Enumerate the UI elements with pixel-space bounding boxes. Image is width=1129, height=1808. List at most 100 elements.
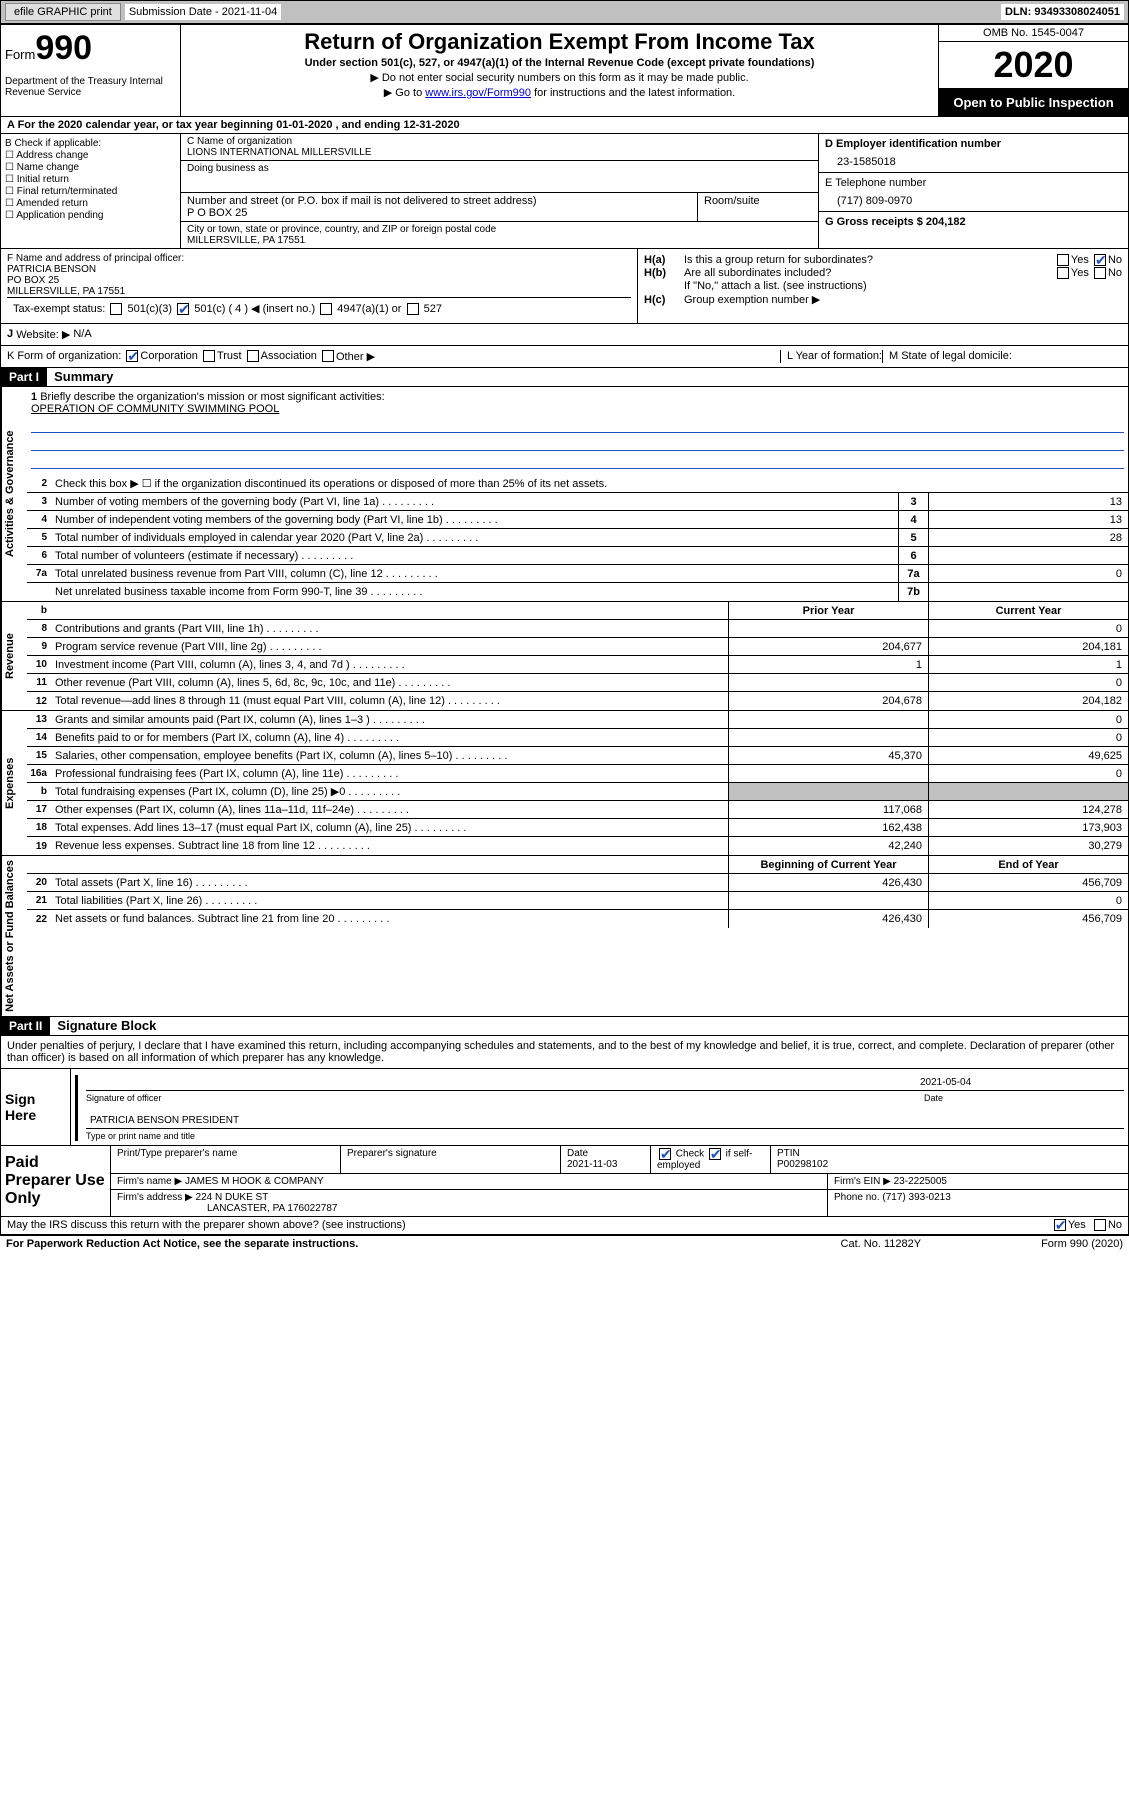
chk-final[interactable]: ☐ Final return/terminated — [5, 186, 176, 197]
chk-name[interactable]: ☐ Name change — [5, 162, 176, 173]
firm-name-label: Firm's name ▶ — [117, 1176, 182, 1187]
m-state-domicile: M State of legal domicile: — [882, 350, 1122, 363]
gross-receipts: G Gross receipts $ 204,182 — [825, 216, 1122, 228]
col-d-ein: D Employer identification number 23-1585… — [818, 134, 1128, 248]
street-value: P O BOX 25 — [187, 207, 691, 219]
type-name-label: Type or print name and title — [86, 1131, 1124, 1141]
org-name-label: C Name of organization — [187, 136, 812, 147]
dba-label: Doing business as — [187, 163, 812, 174]
part1-title: Summary — [50, 369, 113, 384]
part1-header: Part I Summary — [1, 368, 1128, 387]
hb-text: Are all subordinates included? — [684, 267, 1055, 279]
phone-label: Phone no. — [834, 1192, 880, 1203]
tax-status-row: Tax-exempt status: 501(c)(3) 501(c) ( 4 … — [7, 297, 631, 319]
q2-text: Check this box ▶ ☐ if the organization d… — [51, 475, 1128, 492]
chk-corp[interactable] — [126, 350, 138, 362]
check-self-employed[interactable] — [657, 1149, 673, 1160]
hb-label: H(b) — [644, 267, 684, 279]
room-label: Room/suite — [698, 193, 818, 221]
ha-yes[interactable] — [1057, 254, 1069, 266]
penalties-text: Under penalties of perjury, I declare th… — [1, 1036, 1128, 1069]
irs-link[interactable]: www.irs.gov/Form990 — [425, 87, 531, 99]
row-k-form-org: K Form of organization: Corporation Trus… — [1, 346, 1128, 368]
dept-treasury: Department of the Treasury Internal Reve… — [5, 76, 176, 98]
j-text: Website: ▶ — [16, 328, 70, 341]
officer-addr1: PO BOX 25 — [7, 275, 631, 286]
prep-sig-label: Preparer's signature — [341, 1146, 561, 1173]
prep-date-label: Date — [567, 1148, 588, 1159]
chk-4947[interactable] — [320, 303, 332, 315]
tel-value: (717) 809-0970 — [825, 189, 1122, 207]
part2-title: Signature Block — [53, 1018, 156, 1033]
current-year-hdr: Current Year — [928, 602, 1128, 619]
form-subtitle: Under section 501(c), 527, or 4947(a)(1)… — [185, 57, 934, 69]
chk-trust[interactable] — [203, 350, 215, 362]
col-f-officer: F Name and address of principal officer:… — [1, 249, 638, 323]
chk-assoc[interactable] — [247, 350, 259, 362]
part1-badge: Part I — [1, 368, 47, 386]
prep-name-label: Print/Type preparer's name — [111, 1146, 341, 1173]
net-section: Net Assets or Fund Balances Beginning of… — [1, 855, 1128, 1017]
paid-preparer-block: Paid Preparer Use Only Print/Type prepar… — [1, 1146, 1128, 1217]
hb-yes[interactable] — [1057, 267, 1069, 279]
section-bcd: B Check if applicable: ☐ Address change … — [1, 134, 1128, 249]
form-ref: Form 990 (2020) — [1041, 1238, 1123, 1250]
hc-text: Group exemption number ▶ — [684, 293, 1122, 306]
dln: DLN: 93493308024051 — [1001, 4, 1124, 20]
chk-other[interactable] — [322, 350, 334, 362]
ha-no[interactable] — [1094, 254, 1106, 266]
goto-pre: ▶ Go to — [384, 87, 425, 99]
hb-note: If "No," attach a list. (see instruction… — [684, 280, 1122, 292]
hb-no[interactable] — [1094, 267, 1106, 279]
chk-527[interactable] — [407, 303, 419, 315]
ha-label: H(a) — [644, 254, 684, 266]
page-footer: For Paperwork Reduction Act Notice, see … — [0, 1236, 1129, 1252]
public-inspection: Open to Public Inspection — [939, 89, 1128, 116]
gov-section: Activities & Governance 1 Briefly descri… — [1, 387, 1128, 601]
street-label: Number and street (or P.O. box if mail i… — [187, 195, 691, 207]
chk-address[interactable]: ☐ Address change — [5, 150, 176, 161]
efile-button[interactable]: efile GRAPHIC print — [5, 3, 121, 21]
chk-501c3[interactable] — [110, 303, 122, 315]
ein-value: 23-1585018 — [825, 150, 1122, 168]
exp-section: Expenses 13Grants and similar amounts pa… — [1, 710, 1128, 855]
form-title: Return of Organization Exempt From Incom… — [185, 29, 934, 55]
begin-year-hdr: Beginning of Current Year — [728, 856, 928, 873]
chk-amended[interactable]: ☐ Amended return — [5, 198, 176, 209]
col-c-org-info: C Name of organization LIONS INTERNATION… — [181, 134, 818, 248]
date-label: Date — [924, 1093, 1124, 1103]
city-value: MILLERSVILLE, PA 17551 — [187, 235, 812, 246]
discuss-yes[interactable] — [1054, 1219, 1066, 1231]
firm-ein-label: Firm's EIN ▶ — [834, 1176, 891, 1187]
phone-value: (717) 393-0213 — [882, 1192, 950, 1203]
officer-name-sig: PATRICIA BENSON PRESIDENT — [90, 1115, 239, 1126]
tax-status-label: Tax-exempt status: — [13, 303, 105, 315]
vtab-revenue: Revenue — [1, 602, 27, 710]
rev-section: Revenue b Prior Year Current Year 8Contr… — [1, 601, 1128, 710]
q1-text: Briefly describe the organization's miss… — [40, 391, 384, 403]
form-label: Form — [5, 47, 35, 62]
chk-pending[interactable]: ☐ Application pending — [5, 210, 176, 221]
l-year-formation: L Year of formation: — [780, 350, 882, 363]
chk-501c[interactable] — [177, 303, 189, 315]
sign-here-block: Sign Here 2021-05-04 Signature of office… — [1, 1069, 1128, 1146]
firm-addr-label: Firm's address ▶ — [117, 1192, 193, 1203]
org-name: LIONS INTERNATIONAL MILLERSVILLE — [187, 147, 812, 158]
col-b-hdr: b — [27, 605, 51, 616]
firm-name: JAMES M HOOK & COMPANY — [185, 1176, 324, 1187]
row-a-tax-year: A For the 2020 calendar year, or tax yea… — [1, 117, 1128, 134]
form-990: Form990 Department of the Treasury Inter… — [0, 24, 1129, 1236]
col-h-group: H(a) Is this a group return for subordin… — [638, 249, 1128, 323]
ptin-value: P00298102 — [777, 1159, 828, 1170]
form-header: Form990 Department of the Treasury Inter… — [1, 25, 1128, 117]
firm-ein: 23-2225005 — [894, 1176, 947, 1187]
j-value: N/A — [73, 328, 91, 341]
chk-initial[interactable]: ☐ Initial return — [5, 174, 176, 185]
discuss-no[interactable] — [1094, 1219, 1106, 1231]
k-label: K Form of organization: — [7, 350, 121, 363]
submission-date: Submission Date - 2021-11-04 — [125, 4, 281, 20]
tax-year: 2020 — [939, 42, 1128, 89]
header-right: OMB No. 1545-0047 2020 Open to Public In… — [938, 25, 1128, 116]
goto-post: for instructions and the latest informat… — [531, 87, 735, 99]
ein-label: D Employer identification number — [825, 138, 1122, 150]
